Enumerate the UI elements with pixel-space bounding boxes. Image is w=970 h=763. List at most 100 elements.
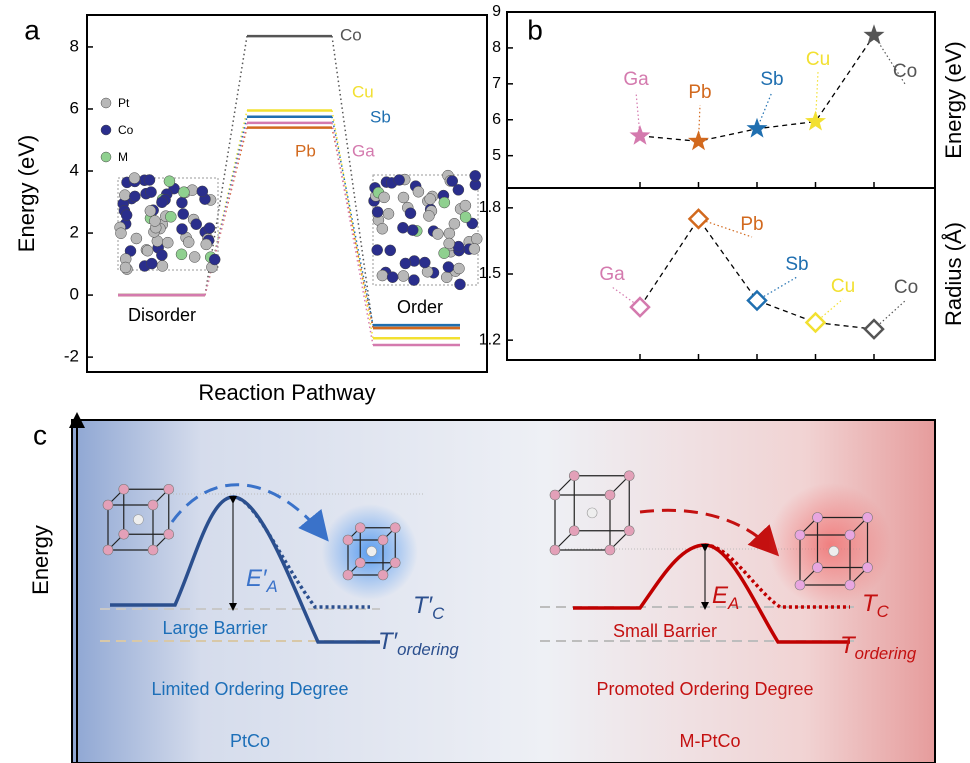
atom — [390, 558, 400, 568]
degree-label: Promoted Ordering Degree — [596, 679, 813, 699]
y-tick-label: -2 — [64, 347, 79, 366]
symbol-main: T′ — [378, 628, 399, 655]
atom — [119, 190, 130, 201]
atom — [377, 270, 388, 281]
atom — [191, 219, 202, 230]
atom — [408, 275, 419, 286]
atom — [550, 545, 560, 555]
atom — [423, 210, 434, 221]
category-label: Cu — [806, 49, 830, 70]
atom — [115, 228, 126, 239]
atom — [587, 508, 597, 518]
atom — [447, 176, 458, 187]
category-label: Ga — [599, 264, 625, 285]
stage-label: Order — [397, 297, 443, 317]
atom — [550, 490, 560, 500]
atom — [407, 225, 418, 236]
atom — [367, 546, 377, 556]
atom — [444, 238, 455, 249]
atom — [377, 223, 388, 234]
y-tick-label: 4 — [70, 160, 79, 179]
atom — [164, 176, 175, 187]
symbol-subscript: ordering — [855, 644, 917, 663]
atom — [605, 545, 615, 555]
barrier-label: Small Barrier — [613, 621, 717, 641]
atom — [131, 233, 142, 244]
atom — [405, 208, 416, 219]
legend-swatch — [101, 152, 111, 162]
symbol-subscript: ordering — [397, 640, 459, 659]
atom — [398, 270, 409, 281]
star-marker — [688, 130, 709, 150]
category-label: Co — [893, 61, 917, 82]
atom — [863, 563, 873, 573]
star-marker — [630, 125, 651, 145]
atom — [845, 580, 855, 590]
atom — [157, 260, 168, 271]
symbol-subscript: C — [432, 604, 445, 623]
atom — [813, 563, 823, 573]
series-label: Pb — [295, 141, 316, 160]
panel-label: b — [527, 14, 543, 45]
atom — [400, 258, 411, 269]
y-tick-label: 8 — [492, 39, 501, 56]
atom — [470, 170, 481, 181]
x-axis-label: Reaction Pathway — [198, 380, 375, 405]
atom — [197, 186, 208, 197]
diamond-marker — [807, 314, 825, 332]
atom — [439, 248, 450, 259]
y-tick-label: 6 — [70, 98, 79, 117]
atom — [444, 228, 455, 239]
category-label: Cu — [831, 276, 855, 297]
panel-label: c — [33, 419, 47, 450]
atom — [176, 197, 187, 208]
star-marker — [864, 24, 885, 44]
atom — [387, 272, 398, 283]
atom — [119, 484, 129, 494]
atom — [449, 218, 460, 229]
y-tick-label: 8 — [70, 36, 79, 55]
atom — [813, 513, 823, 523]
atom — [144, 174, 155, 185]
y-axis-label: Energy — [28, 525, 53, 595]
series-label: Sb — [370, 107, 391, 126]
atom — [129, 173, 140, 184]
atom — [162, 237, 173, 248]
atom — [469, 243, 480, 254]
atom — [460, 212, 471, 223]
figure: a-202468Energy (eV)Reaction PathwayCoCuS… — [0, 0, 970, 763]
atom — [795, 580, 805, 590]
level-connector — [332, 36, 373, 328]
trend-line — [640, 219, 874, 329]
y-tick-label: 1.8 — [479, 199, 501, 216]
category-label: Ga — [623, 69, 649, 90]
atom — [178, 209, 189, 220]
diamond-marker — [748, 291, 766, 309]
atom — [425, 194, 436, 205]
atom — [145, 205, 156, 216]
y-tick-label: 6 — [492, 111, 501, 128]
legend-label: Pt — [118, 96, 130, 110]
y-tick-label: 1.2 — [479, 331, 501, 348]
material-label: M-PtCo — [679, 731, 740, 751]
category-label: Pb — [740, 214, 763, 235]
atom — [795, 530, 805, 540]
atom — [209, 254, 220, 265]
atom — [343, 570, 353, 580]
atom — [178, 187, 189, 198]
atom — [432, 228, 443, 239]
atom — [343, 535, 353, 545]
atom — [146, 258, 157, 269]
atom — [201, 239, 212, 250]
atom — [177, 224, 188, 235]
y-axis-label: Energy (eV) — [941, 41, 966, 158]
atom — [863, 513, 873, 523]
atom — [398, 192, 409, 203]
atom — [443, 261, 454, 272]
atom — [148, 500, 158, 510]
symbol-subscript: A — [266, 577, 278, 596]
legend-swatch — [101, 125, 111, 135]
category-label: Sb — [785, 254, 808, 275]
